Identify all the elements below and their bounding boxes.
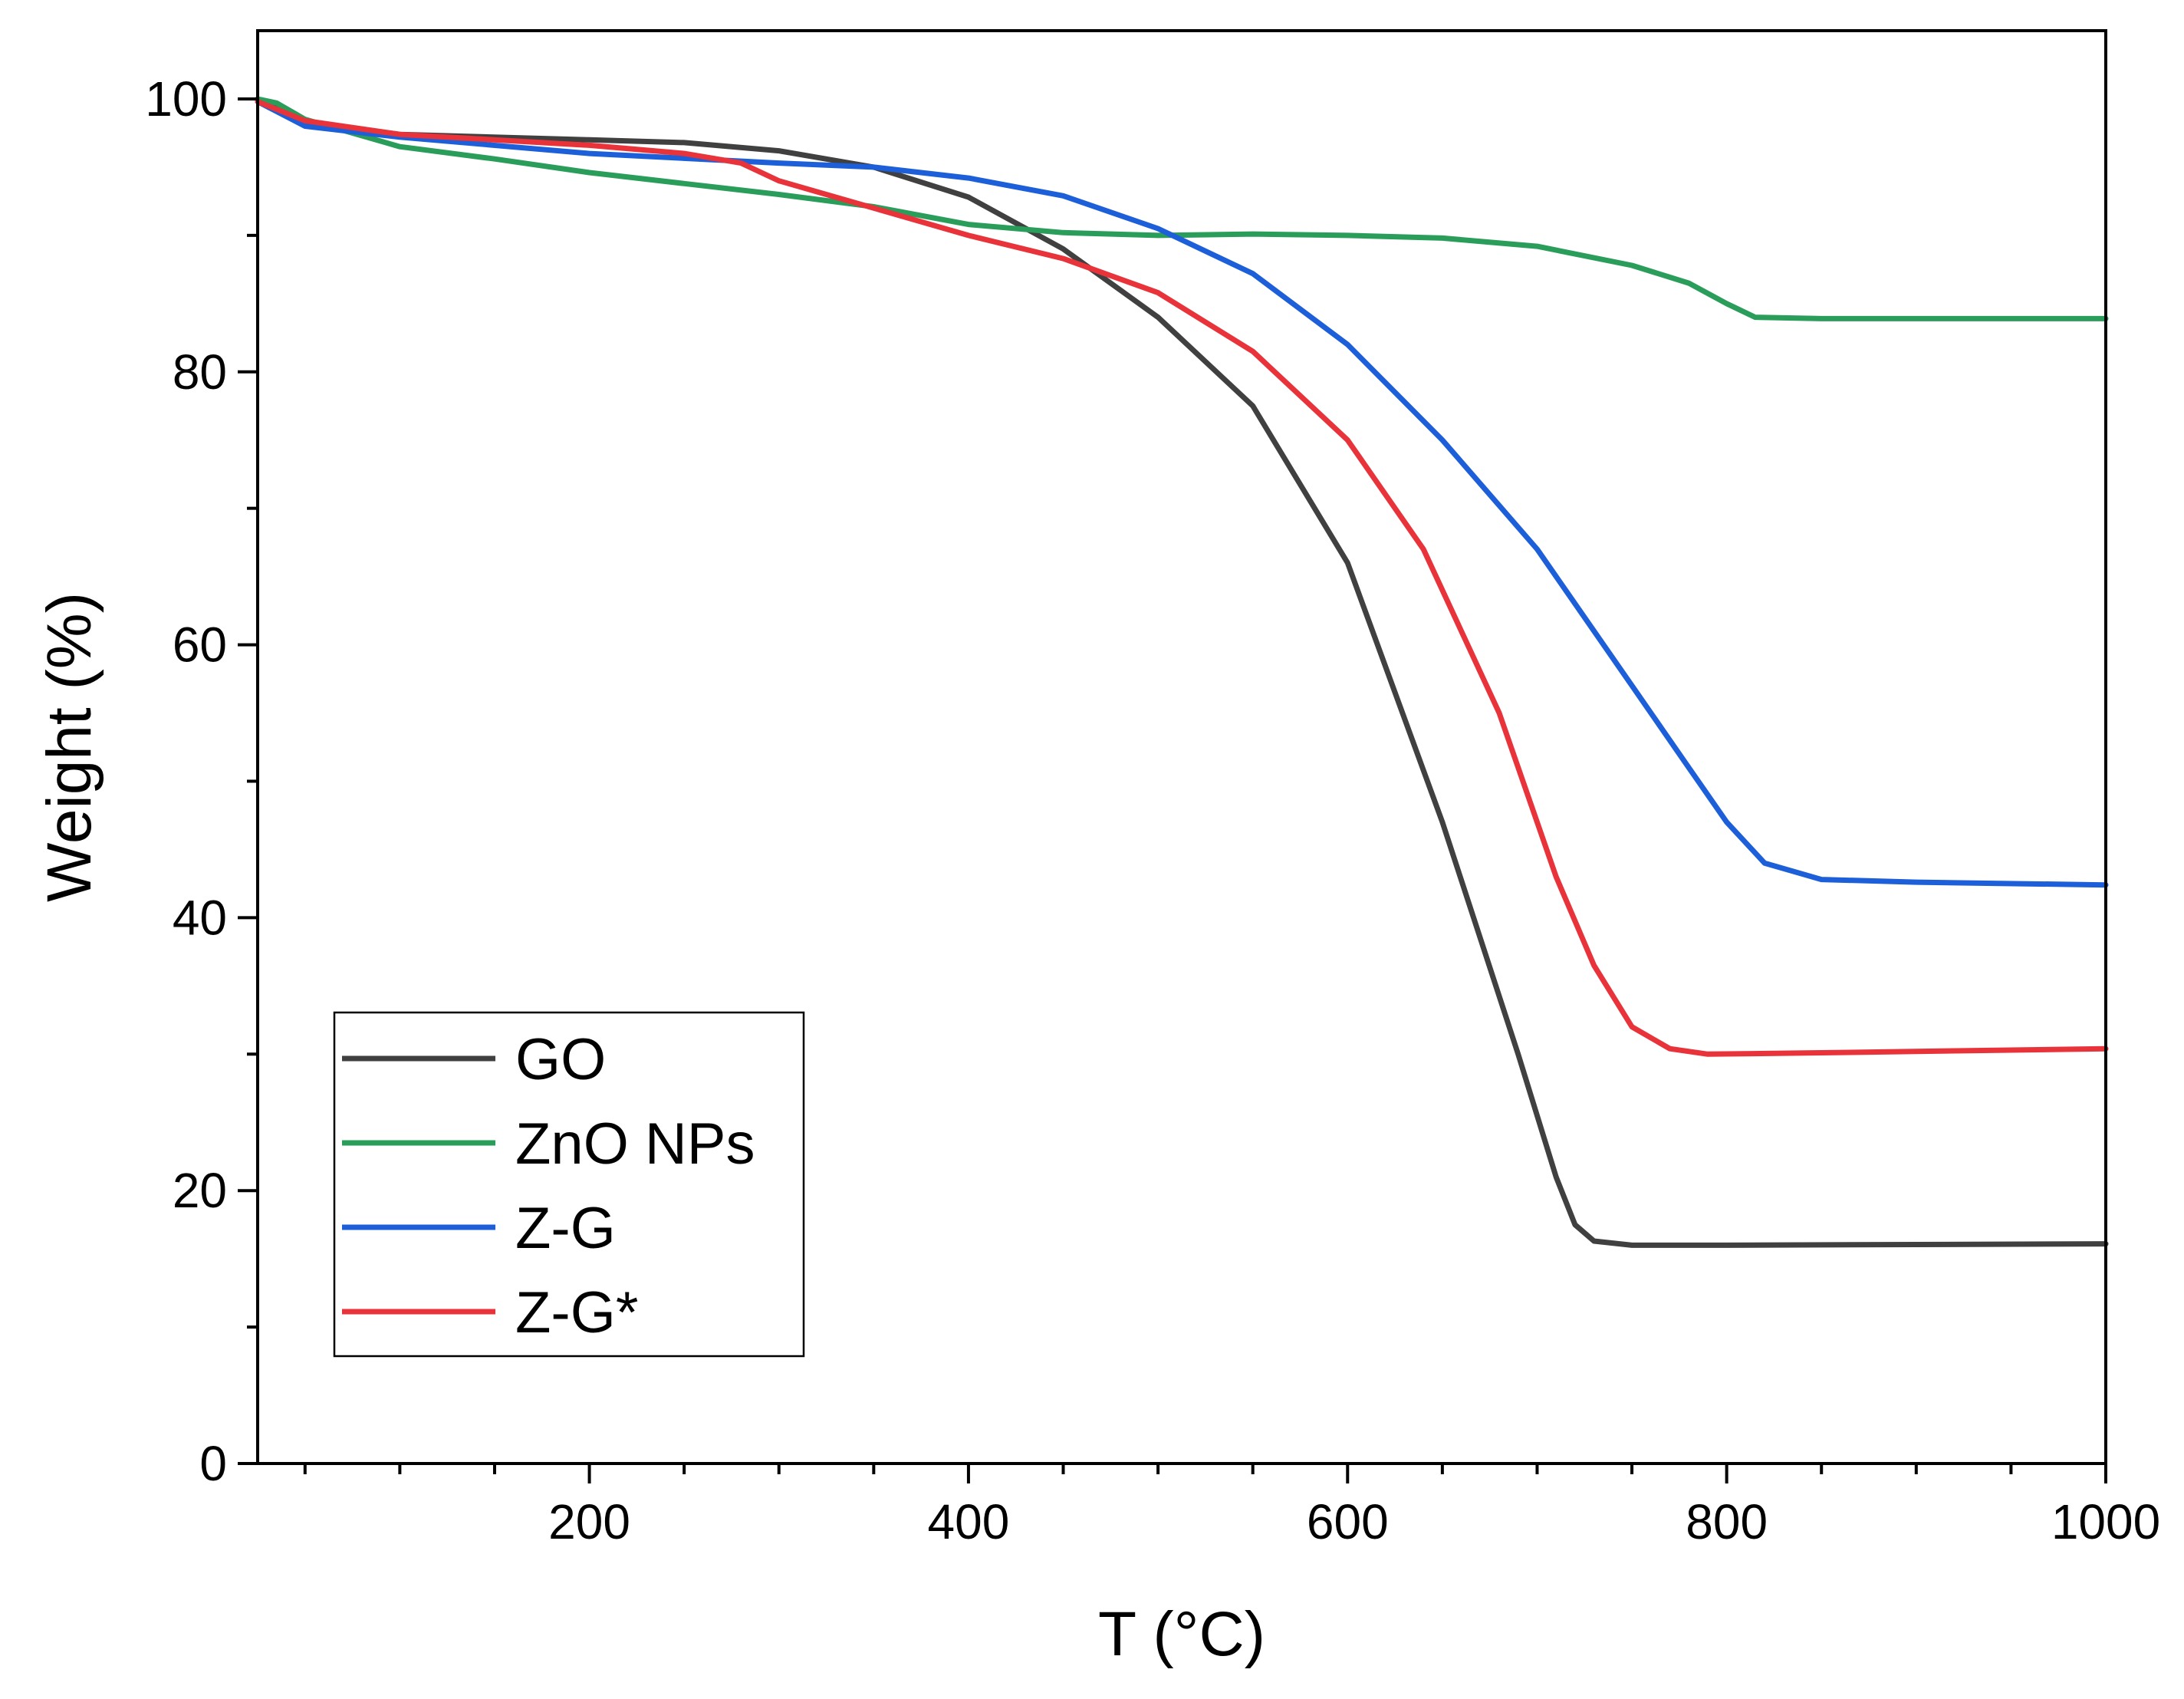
y-axis-title: Weight (%) xyxy=(35,592,104,902)
y-tick-label: 60 xyxy=(173,617,227,673)
y-tick-label: 20 xyxy=(173,1163,227,1218)
legend: GO ZnO NPs Z-G Z-G* xyxy=(333,1011,805,1358)
x-tick-label: 1000 xyxy=(2051,1494,2160,1549)
legend-box xyxy=(333,1011,805,1358)
series-line-go xyxy=(255,96,2109,1248)
legend-label-z-g: Z-G xyxy=(515,1196,616,1261)
series-layer xyxy=(255,96,2109,1248)
x-axis-title: T (°C) xyxy=(1098,1599,1265,1669)
x-tick-label: 200 xyxy=(548,1494,630,1549)
x-tick-label: 600 xyxy=(1307,1494,1389,1549)
legend-label-go: GO xyxy=(515,1027,606,1092)
series-line-z-g xyxy=(255,99,2109,1057)
y-tick-label: 80 xyxy=(173,344,227,400)
series-line-zno-nps xyxy=(255,96,2109,321)
y-tick-label: 0 xyxy=(199,1436,227,1491)
y-tick-label: 40 xyxy=(173,890,227,945)
x-tick-label: 800 xyxy=(1686,1494,1768,1549)
x-tick-label: 400 xyxy=(928,1494,1010,1549)
legend-items: GO ZnO NPs Z-G Z-G* xyxy=(342,1027,755,1345)
ticks-layer: 200 400 600 800 1000 0 20 40 60 80 100 xyxy=(145,71,2160,1549)
y-tick-label: 100 xyxy=(145,71,227,127)
plot-frame xyxy=(256,29,2107,1465)
legend-label-zno-nps: ZnO NPs xyxy=(515,1111,755,1177)
legend-label-z-g: Z-G* xyxy=(515,1280,638,1345)
series-line-z-g xyxy=(255,99,2109,888)
